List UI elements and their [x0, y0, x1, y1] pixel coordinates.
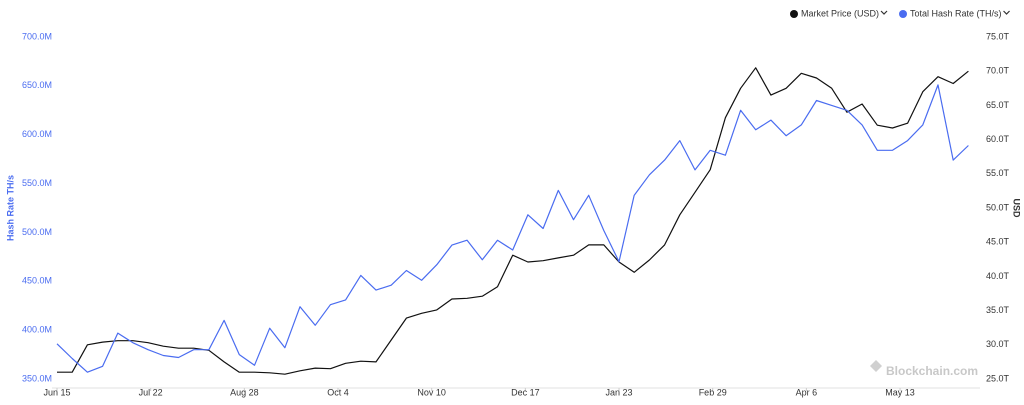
y2-tick-label: 45.0T — [986, 237, 1010, 247]
y2-tick-label: 50.0T — [986, 202, 1010, 212]
watermark-text: Blockchain.com — [886, 364, 978, 378]
y2-tick-label: 75.0T — [986, 31, 1010, 41]
y2-tick-label: 35.0T — [986, 305, 1010, 315]
x-tick-label: Jul 22 — [139, 387, 163, 397]
x-tick-label: Jun 15 — [43, 387, 70, 397]
y-tick-label: 500.0M — [22, 227, 52, 237]
legend-chevron — [1003, 10, 1010, 15]
y-tick-label: 450.0M — [22, 276, 52, 286]
x-tick-label: Dec 17 — [511, 387, 540, 397]
y2-tick-label: 60.0T — [986, 134, 1010, 144]
legend-label[interactable]: Market Price (USD) — [801, 8, 879, 18]
legend-chevron — [880, 10, 888, 15]
x-tick-label: Oct 4 — [327, 387, 349, 397]
watermark-icon — [870, 360, 882, 372]
x-tick-label: Feb 29 — [699, 387, 727, 397]
x-tick-label: Apr 6 — [796, 387, 818, 397]
legend-marker — [790, 10, 798, 18]
y2-tick-label: 25.0T — [986, 373, 1010, 383]
y2-tick-label: 55.0T — [986, 168, 1010, 178]
series-line — [56, 84, 969, 373]
x-tick-label: Nov 10 — [417, 387, 446, 397]
y-tick-label: 650.0M — [22, 80, 52, 90]
legend-label[interactable]: Total Hash Rate (TH/s) — [910, 8, 1002, 18]
y2-tick-label: 70.0T — [986, 66, 1010, 76]
y-tick-label: 700.0M — [22, 31, 52, 41]
y2-tick-label: 30.0T — [986, 339, 1010, 349]
watermark: Blockchain.com — [870, 360, 978, 378]
y2-tick-label: 40.0T — [986, 271, 1010, 281]
x-tick-label: Aug 28 — [230, 387, 259, 397]
legend-marker — [899, 10, 908, 18]
y-tick-label: 350.0M — [22, 373, 52, 383]
y-tick-label: 400.0M — [22, 325, 52, 335]
series-line — [57, 67, 969, 375]
x-tick-label: May 13 — [885, 387, 915, 397]
legend: Market Price (USD) Total Hash Rate (TH/s) — [790, 8, 1010, 18]
y2-axis-label: USD — [1012, 198, 1022, 218]
y-axis-label: Hash Rate TH/s — [5, 175, 15, 241]
y-tick-label: 550.0M — [22, 178, 52, 188]
y2-tick-label: 65.0T — [986, 100, 1010, 110]
y-tick-label: 600.0M — [22, 129, 52, 139]
x-tick-label: Jan 23 — [606, 387, 633, 397]
